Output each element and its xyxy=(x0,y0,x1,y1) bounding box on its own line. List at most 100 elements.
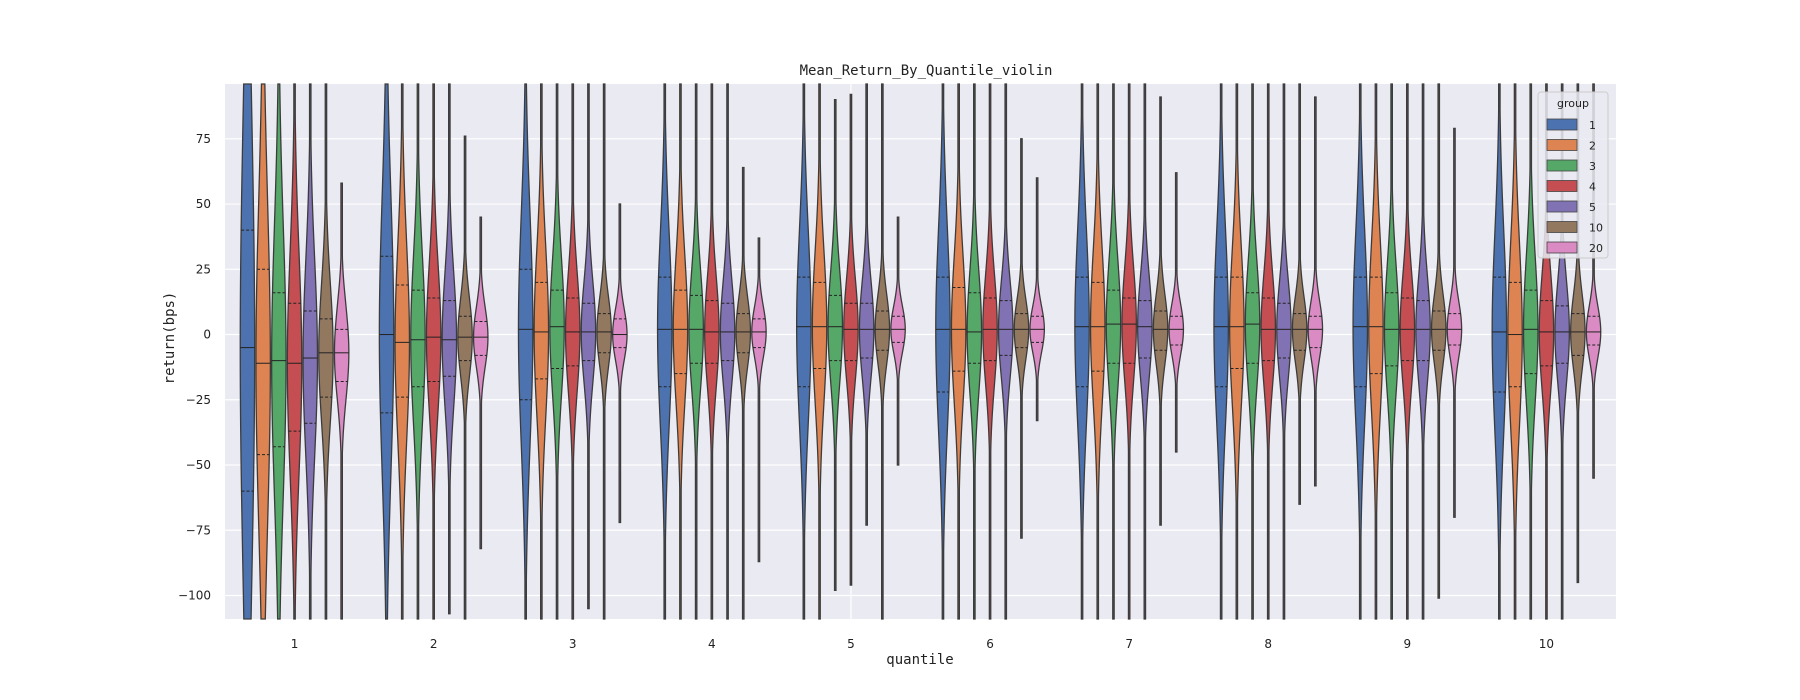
violin-4-q3 xyxy=(564,83,581,620)
x-tick-label: 4 xyxy=(708,637,716,651)
violin-body xyxy=(1415,83,1431,620)
violin-4-q1 xyxy=(286,83,303,620)
violin-5-q5 xyxy=(858,83,875,526)
legend-title: group xyxy=(1557,97,1589,110)
violin-body xyxy=(656,83,673,620)
violin-5-q4 xyxy=(719,83,736,620)
violin-2-q9 xyxy=(1368,83,1384,620)
violin-1-q8 xyxy=(1213,83,1230,620)
legend-swatch-4 xyxy=(1546,180,1578,192)
violin-body xyxy=(425,83,442,620)
violin-20-q7 xyxy=(1168,172,1185,453)
violin-4-q5 xyxy=(843,93,859,586)
x-tick-label: 5 xyxy=(847,637,855,651)
y-tick-label: −100 xyxy=(178,589,211,603)
violin-body xyxy=(1538,83,1555,620)
violin-body xyxy=(950,83,967,620)
violin-body xyxy=(394,83,411,620)
violin-body xyxy=(1029,177,1046,422)
violin-body xyxy=(286,83,303,620)
violin-body xyxy=(858,83,875,526)
violin-5-q3 xyxy=(580,83,597,610)
violin-body xyxy=(611,203,628,524)
violin-body xyxy=(410,83,426,620)
violin-body xyxy=(1569,83,1586,584)
violin-2-q6 xyxy=(950,83,967,620)
violin-10-q10 xyxy=(1569,83,1586,584)
legend-label-4: 4 xyxy=(1589,181,1596,194)
violin-body xyxy=(1074,83,1090,620)
violin-body xyxy=(255,83,271,620)
violin-20-q2 xyxy=(472,216,489,550)
violin-body xyxy=(874,83,891,620)
violin-4-q9 xyxy=(1399,83,1416,620)
violin-body xyxy=(302,83,319,620)
violin-5-q6 xyxy=(997,83,1014,620)
violin-body xyxy=(1399,83,1416,620)
violin-body xyxy=(935,83,951,620)
violin-4-q7 xyxy=(1121,83,1137,620)
violin-10-q2 xyxy=(457,135,473,620)
y-tick-label: 0 xyxy=(203,328,211,342)
violin-3-q3 xyxy=(549,83,565,620)
violin-3-q9 xyxy=(1383,83,1400,620)
violin-1-q5 xyxy=(795,83,812,620)
violin-body xyxy=(1307,96,1324,487)
violin-body xyxy=(1228,83,1245,620)
violin-body xyxy=(457,135,473,620)
violin-body xyxy=(333,182,350,620)
legend: group 1 2 3 4 5 10 20 xyxy=(1537,91,1609,259)
violin-10-q1 xyxy=(318,83,334,620)
violin-body xyxy=(1013,138,1030,539)
violin-body xyxy=(580,83,597,610)
violin-20-q1 xyxy=(333,182,350,620)
violin-20-q6 xyxy=(1029,177,1046,422)
violin-3-q4 xyxy=(688,83,704,620)
violin-body xyxy=(811,83,828,620)
violin-2-q1 xyxy=(255,83,271,620)
x-tick-label: 8 xyxy=(1264,637,1272,651)
violin-body xyxy=(533,83,550,620)
legend-swatch-3 xyxy=(1546,159,1578,172)
violin-body xyxy=(703,83,720,620)
violin-3-q10 xyxy=(1522,83,1539,620)
violin-5-q8 xyxy=(1276,83,1292,620)
violin-body xyxy=(672,83,689,620)
violin-body xyxy=(1105,83,1122,620)
violin-body xyxy=(795,83,812,620)
violin-1-q6 xyxy=(935,83,951,620)
y-tick-label: −50 xyxy=(186,458,211,472)
y-tick-labels: 75 50 25 0 −25 −50 −75 −100 xyxy=(178,132,211,603)
violin-4-q6 xyxy=(982,83,998,620)
violin-2-q4 xyxy=(672,83,689,620)
violin-body xyxy=(1585,83,1602,479)
chart-title: Mean_Return_By_Quantile_violin xyxy=(800,63,1053,79)
violin-10-q8 xyxy=(1291,83,1308,505)
violin-3-q6 xyxy=(966,83,983,620)
violin-body xyxy=(318,83,334,620)
x-tick-label: 7 xyxy=(1125,637,1133,651)
x-axis-label: quantile xyxy=(886,652,953,668)
violin-body xyxy=(1260,83,1277,620)
y-tick-label: 25 xyxy=(196,262,211,276)
violin-body xyxy=(1352,83,1369,620)
violin-body xyxy=(1446,127,1463,518)
violin-20-q8 xyxy=(1307,96,1324,487)
violin-1-q9 xyxy=(1352,83,1369,620)
legend-label-20: 20 xyxy=(1589,242,1603,255)
violin-body xyxy=(719,83,736,620)
violin-body xyxy=(1168,172,1185,453)
violin-body xyxy=(1491,83,1508,620)
violin-2-q5 xyxy=(811,83,828,620)
x-tick-label: 2 xyxy=(430,637,438,651)
legend-label-10: 10 xyxy=(1589,222,1603,235)
legend-swatch-2 xyxy=(1546,139,1578,151)
violin-body xyxy=(239,83,256,620)
violin-2-q8 xyxy=(1228,83,1245,620)
violin-body xyxy=(1089,83,1106,620)
violin-3-q5 xyxy=(827,99,844,591)
x-tick-label: 9 xyxy=(1404,637,1412,651)
violin-1-q10 xyxy=(1491,83,1508,620)
violin-5-q2 xyxy=(441,83,458,615)
